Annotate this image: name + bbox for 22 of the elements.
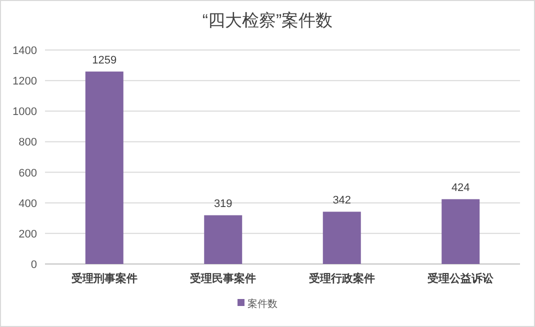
bar (85, 72, 124, 264)
bar (442, 199, 480, 264)
data-label: 424 (451, 182, 470, 194)
data-label: 1259 (92, 54, 117, 67)
y-tick-label: 1400 (12, 45, 37, 57)
bar (322, 212, 361, 264)
y-tick-label: 1200 (12, 76, 37, 88)
y-tick-label: 1000 (12, 106, 37, 118)
y-tick-label: 400 (18, 198, 37, 210)
x-tick-label: 受理行政案件 (308, 272, 375, 285)
y-tick-label: 600 (18, 167, 37, 180)
y-tick-label: 200 (18, 228, 37, 240)
chart-title: “四大检察”案件数 (202, 11, 333, 30)
y-tick-label: 0 (30, 259, 37, 271)
data-label: 319 (214, 198, 232, 210)
x-tick-label: 受理刑事案件 (70, 272, 138, 285)
bar (204, 215, 242, 264)
y-tick-label: 800 (18, 136, 37, 149)
data-label: 342 (332, 194, 352, 207)
x-tick-label: 受理公益诉讼 (426, 272, 495, 285)
legend-label: 案件数 (248, 298, 278, 310)
x-tick-label: 受理民事案件 (189, 272, 256, 285)
